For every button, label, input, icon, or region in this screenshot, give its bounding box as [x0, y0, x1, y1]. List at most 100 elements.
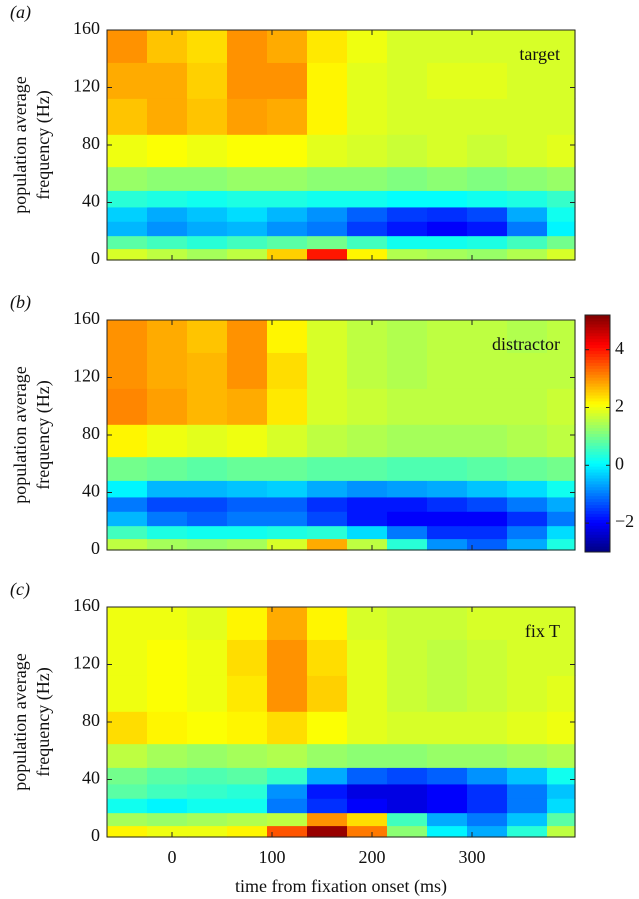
heatmap-cell	[187, 538, 228, 551]
heatmap-cell	[467, 639, 508, 676]
panel-annotation: distractor	[492, 334, 560, 354]
heatmap-cell	[267, 607, 308, 640]
heatmap-cell	[147, 98, 188, 135]
heatmap-cell	[507, 190, 548, 208]
heatmap-cell	[107, 711, 148, 745]
heatmap-cell	[227, 98, 268, 135]
colorbar-strip	[585, 474, 610, 479]
heatmap-cell	[147, 812, 188, 827]
heatmap-cell	[227, 496, 268, 512]
heatmap-cell	[347, 525, 388, 540]
heatmap-cell	[107, 607, 148, 640]
colorbar-strip	[585, 510, 610, 514]
heatmap-cell	[307, 134, 348, 168]
heatmap-cell	[427, 221, 468, 237]
heatmap-cell	[187, 424, 228, 458]
colorbar-strip	[585, 380, 610, 384]
heatmap-cell	[227, 166, 268, 191]
heatmap-cell	[467, 825, 508, 838]
heatmap-cell	[107, 783, 148, 799]
colorbar-strip	[585, 534, 610, 538]
heatmap-cell	[467, 206, 508, 222]
heatmap-cell	[307, 235, 348, 250]
heatmap-cell	[427, 388, 468, 425]
heatmap-cells	[107, 607, 576, 838]
heatmap-cell	[147, 798, 188, 814]
heatmap-cell	[507, 496, 548, 512]
heatmap-cell	[307, 711, 348, 745]
heatmap-cell	[267, 825, 308, 838]
heatmap-cell	[507, 98, 548, 135]
heatmap-cell	[387, 825, 428, 838]
colorbar-strip	[585, 489, 610, 494]
panel-label: (a)	[10, 2, 31, 23]
heatmap-cell	[507, 388, 548, 425]
heatmap-cell	[387, 320, 428, 353]
heatmap-cell	[267, 30, 308, 63]
heatmap-cell	[467, 538, 508, 551]
heatmap-cell	[427, 62, 468, 99]
heatmap-cell	[307, 538, 348, 551]
heatmap-cell	[187, 783, 228, 799]
colorbar-strip	[585, 356, 610, 360]
heatmap-cell	[347, 496, 388, 512]
heatmap-cell	[387, 352, 428, 389]
heatmap-cell	[507, 675, 548, 712]
heatmap-cell	[507, 248, 548, 261]
heatmap-cell	[307, 825, 348, 838]
heatmap-cell	[427, 424, 468, 458]
heatmap-cell	[107, 62, 148, 99]
y-tick-label: 80	[82, 710, 100, 730]
colorbar-strip	[585, 368, 610, 372]
colorbar-strip	[585, 400, 610, 405]
heatmap-cell	[187, 798, 228, 814]
heatmap-cell	[347, 388, 388, 425]
heatmap-cell	[507, 206, 548, 222]
heatmap-cell	[147, 235, 188, 250]
colorbar-strip	[585, 389, 610, 393]
heatmap-cell	[267, 480, 308, 498]
heatmap-cell	[107, 98, 148, 135]
heatmap-cell	[387, 62, 428, 99]
colorbar-strip	[585, 519, 610, 523]
colorbar-strip	[585, 466, 610, 470]
colorbar-strip	[585, 347, 610, 352]
heatmap-cell	[147, 525, 188, 540]
heatmap-cell	[507, 825, 548, 838]
heatmap-cell	[547, 190, 576, 208]
heatmap-cell	[227, 480, 268, 498]
heatmap-cell	[387, 496, 428, 512]
heatmap-cell	[107, 538, 148, 551]
heatmap-cell	[187, 456, 228, 481]
heatmap-cell	[227, 767, 268, 785]
heatmap-cell	[347, 221, 388, 237]
heatmap-cell	[187, 190, 228, 208]
heatmap-cells	[107, 30, 576, 261]
x-tick-label: 100	[259, 847, 286, 867]
colorbar-strip	[585, 323, 610, 328]
heatmap-cell	[427, 496, 468, 512]
heatmap-cell	[387, 538, 428, 551]
heatmap-cell	[107, 320, 148, 353]
colorbar-strip	[585, 480, 610, 485]
heatmap-cell	[307, 424, 348, 458]
colorbar-strip	[585, 504, 610, 509]
heatmap-cell	[387, 424, 428, 458]
heatmap-cell	[507, 743, 548, 768]
heatmap-cell	[467, 798, 508, 814]
heatmap-cell	[147, 538, 188, 551]
colorbar-strip	[585, 424, 610, 429]
heatmap-cell	[467, 480, 508, 498]
heatmap-cell	[147, 248, 188, 261]
heatmap-cell	[107, 511, 148, 527]
heatmap-cell	[307, 352, 348, 389]
heatmap-cell	[427, 352, 468, 389]
heatmap-cell	[307, 30, 348, 63]
colorbar-strip	[585, 522, 610, 526]
colorbar-strip	[585, 540, 610, 544]
heatmap-cell	[427, 711, 468, 745]
colorbar-strip	[585, 477, 610, 482]
heatmap-cell	[267, 538, 308, 551]
heatmap-cell	[147, 190, 188, 208]
heatmap-cell	[547, 767, 576, 785]
